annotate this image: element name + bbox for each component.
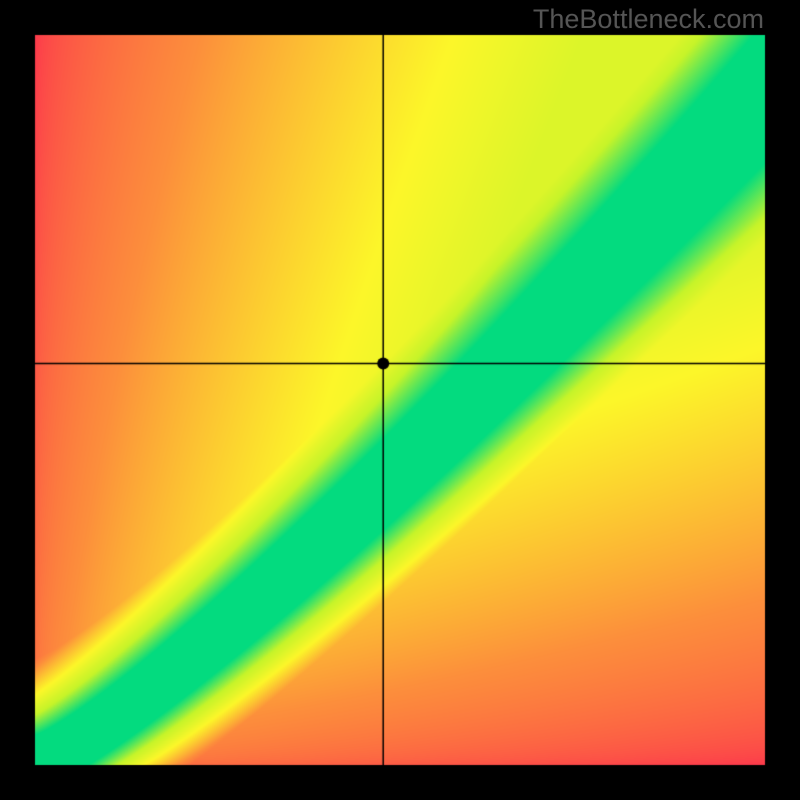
watermark-text: TheBottleneck.com [533,4,764,35]
bottleneck-heatmap [0,0,800,800]
